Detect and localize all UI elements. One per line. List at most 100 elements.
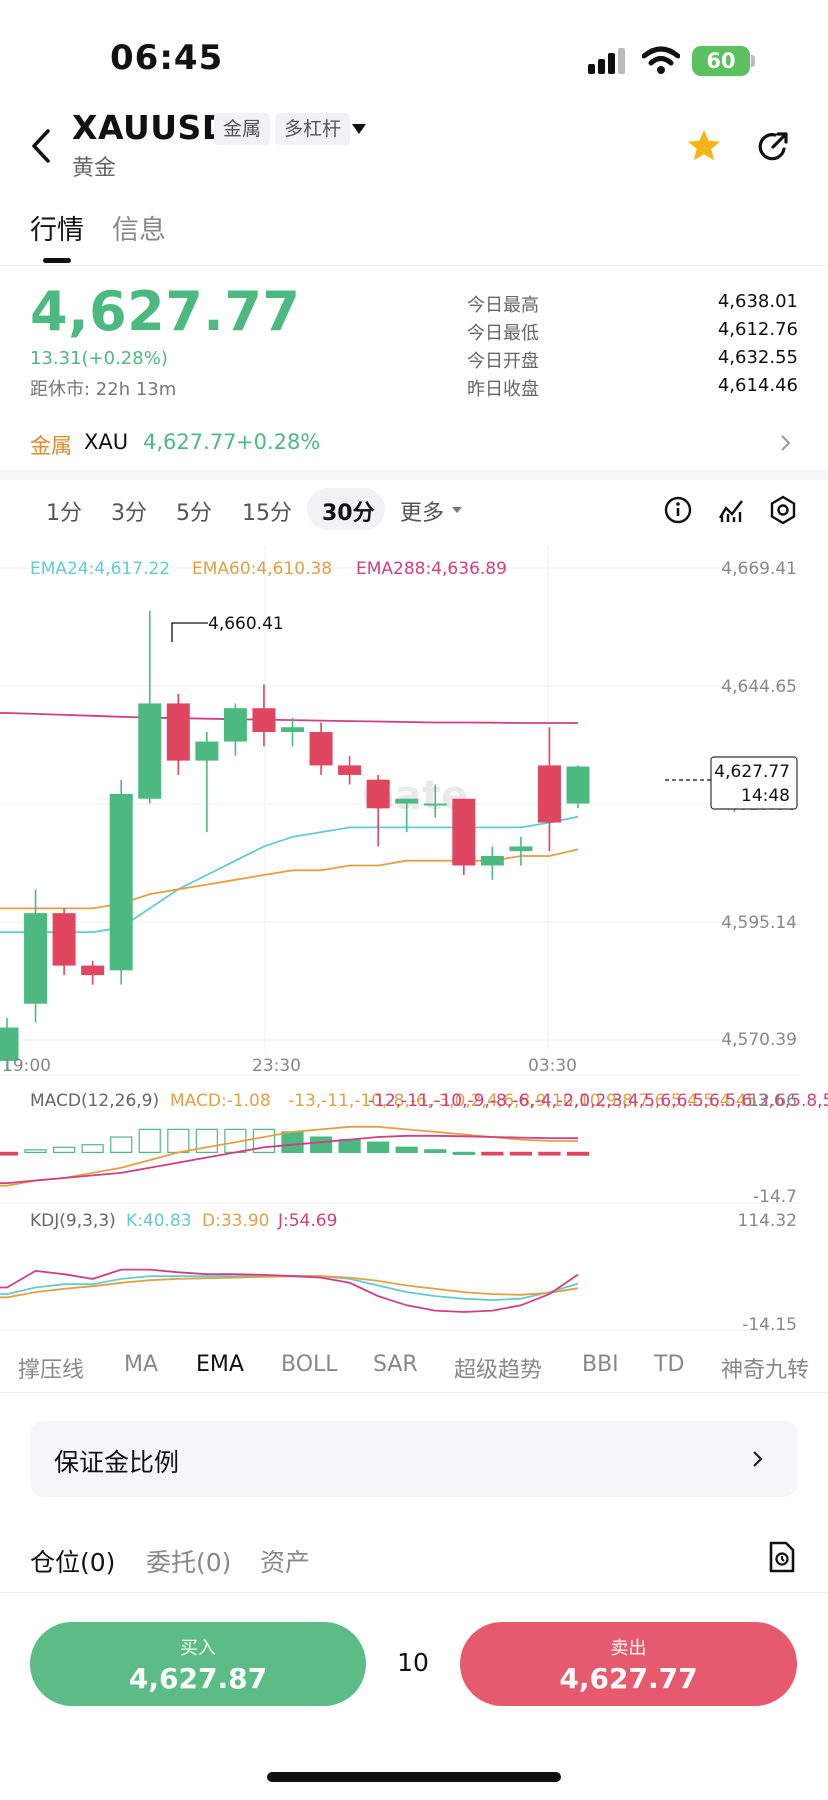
- interval-3m[interactable]: 3分: [111, 501, 147, 526]
- bottom-divider: [0, 1592, 828, 1593]
- buy-label: 买入: [180, 1638, 216, 1659]
- sell-price: 4,627.77: [559, 1662, 698, 1695]
- price-chart[interactable]: Gate EMA24:4,617.22 EMA60:4,610.38 EMA28…: [0, 545, 828, 1345]
- tab-orders[interactable]: 委托(0): [146, 1548, 232, 1577]
- candles: [0, 610, 590, 1071]
- chevron-right-icon: [781, 435, 791, 451]
- candle-body: [166, 703, 190, 761]
- macd-bar: [0, 1151, 19, 1156]
- kdj-d: D:33.90: [202, 1211, 270, 1231]
- more-dropdown-icon: [452, 507, 462, 513]
- interval-30m-button[interactable]: 30分: [307, 488, 385, 530]
- history-document-icon[interactable]: [768, 1540, 796, 1574]
- interval-15m[interactable]: 15分: [242, 501, 292, 526]
- macd-bar: [367, 1141, 390, 1153]
- tab-positions[interactable]: 仓位(0): [30, 1548, 116, 1577]
- related-symbol: XAU: [84, 430, 129, 454]
- tab-market[interactable]: 行情: [30, 215, 84, 246]
- candle-body: [395, 798, 419, 804]
- candle-body: [52, 913, 76, 966]
- candle-body: [452, 798, 476, 866]
- indicator-settings-icon[interactable]: [717, 496, 745, 524]
- market-close-countdown: 距休市: 22h 13m: [30, 379, 177, 400]
- candle-body: [109, 793, 133, 971]
- x-tick-0: 19:00: [2, 1056, 51, 1076]
- cellular-signal-icon: [588, 48, 625, 74]
- indicator-supertrend[interactable]: 超级趋势: [454, 1358, 543, 1383]
- stat-low-value: 4,612.76: [717, 319, 798, 340]
- candle-body: [281, 727, 304, 733]
- share-icon[interactable]: [756, 130, 790, 164]
- candle: [252, 684, 276, 747]
- macd-value: MACD:-1.08: [170, 1091, 271, 1111]
- candle: [452, 798, 476, 876]
- macd-bar: [481, 1151, 504, 1156]
- candle-body: [0, 1027, 19, 1061]
- tab-assets[interactable]: 资产: [260, 1548, 311, 1577]
- last-price: 4,627.77: [30, 280, 301, 343]
- kdj-k: K:40.83: [126, 1211, 192, 1231]
- symbol-dropdown-icon[interactable]: [351, 122, 367, 136]
- back-icon[interactable]: [30, 128, 52, 164]
- candle-body: [309, 732, 333, 766]
- interval-5m[interactable]: 5分: [176, 501, 212, 526]
- macd-bar: [52, 1146, 76, 1153]
- y-tick-4: 4,570.39: [721, 1030, 797, 1050]
- indicator-td[interactable]: TD: [654, 1352, 685, 1377]
- candle-body: [537, 765, 561, 823]
- macd-bar: [452, 1151, 475, 1155]
- tab-info[interactable]: 信息: [112, 215, 166, 246]
- candle: [309, 722, 333, 775]
- price-change: 13.31(+0.28%): [30, 348, 168, 369]
- current-time-label: 14:48: [741, 786, 790, 806]
- candle: [138, 610, 162, 804]
- ema60-legend: EMA60:4,610.38: [192, 559, 332, 579]
- sell-button[interactable]: 卖出 4,627.77: [460, 1622, 797, 1706]
- candle: [223, 703, 247, 756]
- interval-1m[interactable]: 1分: [46, 501, 82, 526]
- ema24-line: [0, 815, 579, 934]
- candle: [81, 960, 105, 985]
- stat-high-label: 今日最高: [467, 295, 539, 316]
- battery-tip: [751, 55, 755, 67]
- candle: [423, 784, 447, 818]
- trade-quantity[interactable]: 10: [397, 1648, 429, 1677]
- indicator-ma[interactable]: MA: [124, 1352, 159, 1377]
- candle-body: [81, 965, 105, 976]
- indicator-sar[interactable]: SAR: [373, 1352, 418, 1377]
- buy-button[interactable]: 买入 4,627.87: [30, 1622, 366, 1706]
- indicator-bbi[interactable]: BBI: [582, 1352, 619, 1377]
- chart-grid: [0, 545, 800, 1331]
- indicator-magic-nine[interactable]: 神奇九转: [721, 1358, 810, 1383]
- candle-body: [195, 741, 219, 761]
- candle-body: [366, 779, 390, 809]
- stat-high-value: 4,638.01: [717, 291, 798, 312]
- candle: [109, 779, 133, 985]
- chart-settings-icon[interactable]: [768, 495, 798, 525]
- candle-body: [24, 913, 48, 1004]
- tab-active-indicator: [43, 258, 71, 263]
- indicator-divider: [0, 1392, 828, 1393]
- kdj-top: 114.32: [738, 1211, 797, 1231]
- indicator-boll[interactable]: BOLL: [281, 1352, 338, 1377]
- macd-bar: [281, 1131, 304, 1153]
- candle-body: [223, 708, 247, 742]
- sell-label: 卖出: [610, 1638, 647, 1659]
- info-icon[interactable]: [664, 496, 692, 524]
- macd-panel: [0, 1125, 590, 1187]
- current-price-label: 4,627.77: [714, 762, 790, 782]
- stat-low-label: 今日最低: [467, 323, 539, 344]
- ema288-legend: EMA288:4,636.89: [356, 559, 507, 579]
- indicator-support-resistance[interactable]: 撑压线: [18, 1358, 85, 1383]
- macd-bar: [538, 1151, 561, 1156]
- related-market-row[interactable]: 金属 XAU 4,627.77 +0.28%: [0, 412, 828, 472]
- interval-more[interactable]: 更多: [400, 501, 445, 526]
- max-price-label: 4,660.41: [208, 614, 284, 634]
- candle-body: [509, 846, 533, 852]
- x-tick-2: 03:30: [528, 1056, 577, 1076]
- favorite-star-icon[interactable]: [686, 128, 722, 164]
- macd-bar: [24, 1149, 47, 1153]
- candle: [537, 727, 561, 852]
- margin-ratio-row[interactable]: 保证金比例: [30, 1421, 798, 1497]
- indicator-ema[interactable]: EMA: [196, 1352, 244, 1377]
